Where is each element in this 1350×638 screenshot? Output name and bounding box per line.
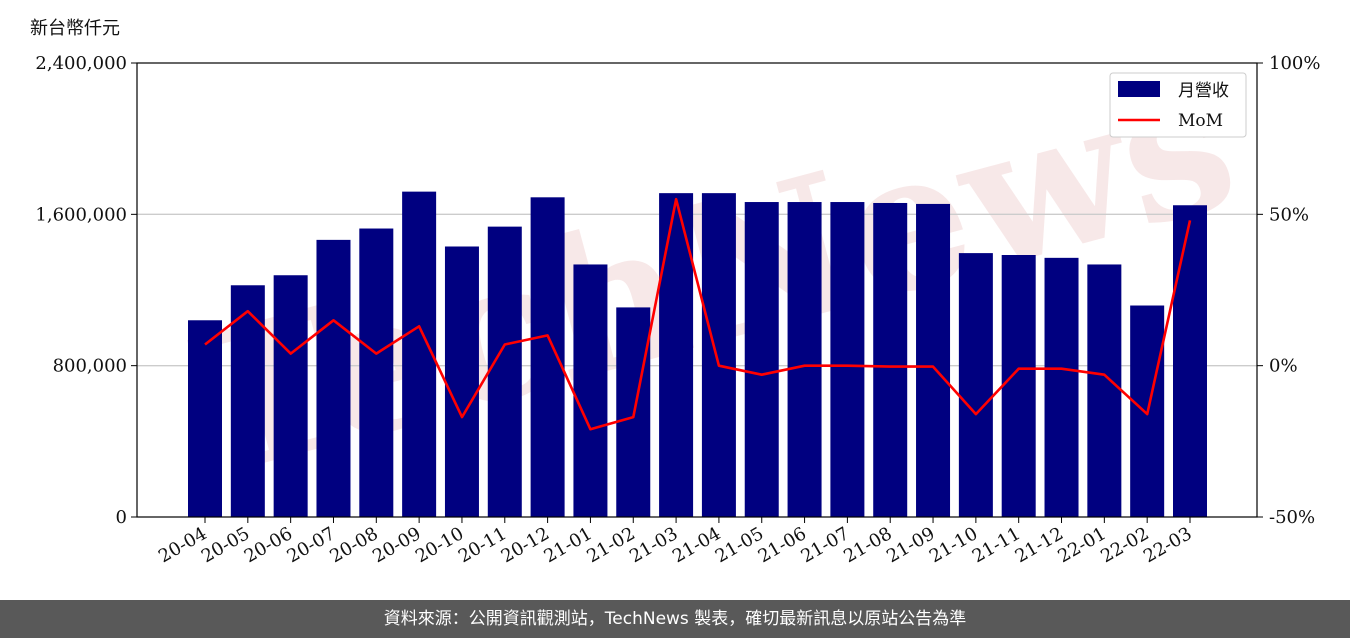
x-axis: 20-0420-0520-0620-0720-0820-0920-1020-11… <box>155 517 1196 567</box>
x-tick-label: 20-12 <box>498 523 553 567</box>
right-axis: -50% 0% 50% 100% <box>1257 53 1320 528</box>
x-tick-label: 21-10 <box>926 523 981 567</box>
x-tick-label: 21-07 <box>797 523 852 567</box>
x-tick-label: 21-01 <box>540 523 595 567</box>
revenue-bar <box>1173 205 1207 517</box>
revenue-bar <box>444 246 479 517</box>
source-footer: 資料來源：公開資訊觀測站，TechNews 製表，確切最新訊息以原站公告為準 <box>0 600 1350 638</box>
revenue-bar <box>873 202 908 517</box>
x-tick-label: 21-02 <box>583 523 638 567</box>
x-tick-label: 21-09 <box>883 523 938 567</box>
x-tick-label: 20-04 <box>155 523 210 567</box>
mom-line <box>204 197 1192 431</box>
left-tick-label: 0 <box>116 507 127 528</box>
revenue-bar <box>573 264 608 517</box>
revenue-bar <box>273 275 308 517</box>
revenue-bar <box>744 202 779 517</box>
revenue-bar <box>316 239 351 517</box>
x-tick-label: 20-11 <box>455 523 510 567</box>
x-tick-label: 21-12 <box>1012 523 1067 567</box>
legend-line-label: MoM <box>1178 111 1223 131</box>
right-tick-label: 0% <box>1269 356 1298 377</box>
x-tick-label: 22-03 <box>1140 523 1195 567</box>
revenue-bar <box>1044 257 1079 517</box>
left-tick-label: 2,400,000 <box>35 53 127 74</box>
mom-line-series <box>204 197 1192 431</box>
revenue-bar <box>830 202 865 517</box>
revenue-bar <box>359 228 394 518</box>
revenue-bar <box>958 253 993 518</box>
x-tick-label: 21-06 <box>755 523 810 567</box>
revenue-bar <box>787 202 822 517</box>
right-tick-label: 100% <box>1269 53 1320 74</box>
revenue-bar <box>402 191 437 517</box>
x-tick-label: 21-04 <box>669 523 724 567</box>
x-tick-label: 21-08 <box>840 523 895 567</box>
x-tick-label: 20-07 <box>284 523 339 567</box>
x-tick-label: 20-05 <box>198 523 253 567</box>
revenue-bar <box>701 193 736 517</box>
legend: 月營收 MoM <box>1109 72 1247 138</box>
revenue-bar <box>188 320 222 517</box>
x-tick-label: 20-09 <box>369 523 424 567</box>
revenue-bar <box>1087 264 1122 517</box>
x-tick-label: 22-02 <box>1097 523 1152 567</box>
left-tick-label: 800,000 <box>53 356 127 377</box>
revenue-bar <box>530 197 565 517</box>
x-tick-label: 20-10 <box>412 523 467 567</box>
x-tick-label: 20-08 <box>326 523 381 567</box>
legend-bar-swatch <box>1118 81 1160 97</box>
x-tick-label: 21-11 <box>969 523 1024 567</box>
x-tick-label: 22-01 <box>1054 523 1109 567</box>
plot-frame <box>136 62 1258 518</box>
left-tick-label: 1,600,000 <box>35 204 127 225</box>
revenue-chart: 0 800,000 1,600,000 2,400,000 -50% 0% 50% 100%… <box>35 53 1320 567</box>
left-axis: 0 800,000 1,600,000 2,400,000 <box>35 53 137 528</box>
right-tick-label: 50% <box>1269 204 1309 225</box>
legend-bar-label: 月營收 <box>1178 81 1229 101</box>
x-tick-label: 20-06 <box>241 523 296 567</box>
x-tick-label: 21-03 <box>626 523 681 567</box>
revenue-bar <box>1001 255 1036 518</box>
revenue-bar <box>916 203 951 517</box>
x-tick-label: 21-05 <box>712 523 767 567</box>
bar-series <box>188 191 1207 518</box>
y-axis-unit-label: 新台幣仟元 <box>30 18 120 39</box>
revenue-bar <box>487 226 522 518</box>
right-tick-label: -50% <box>1269 507 1315 528</box>
